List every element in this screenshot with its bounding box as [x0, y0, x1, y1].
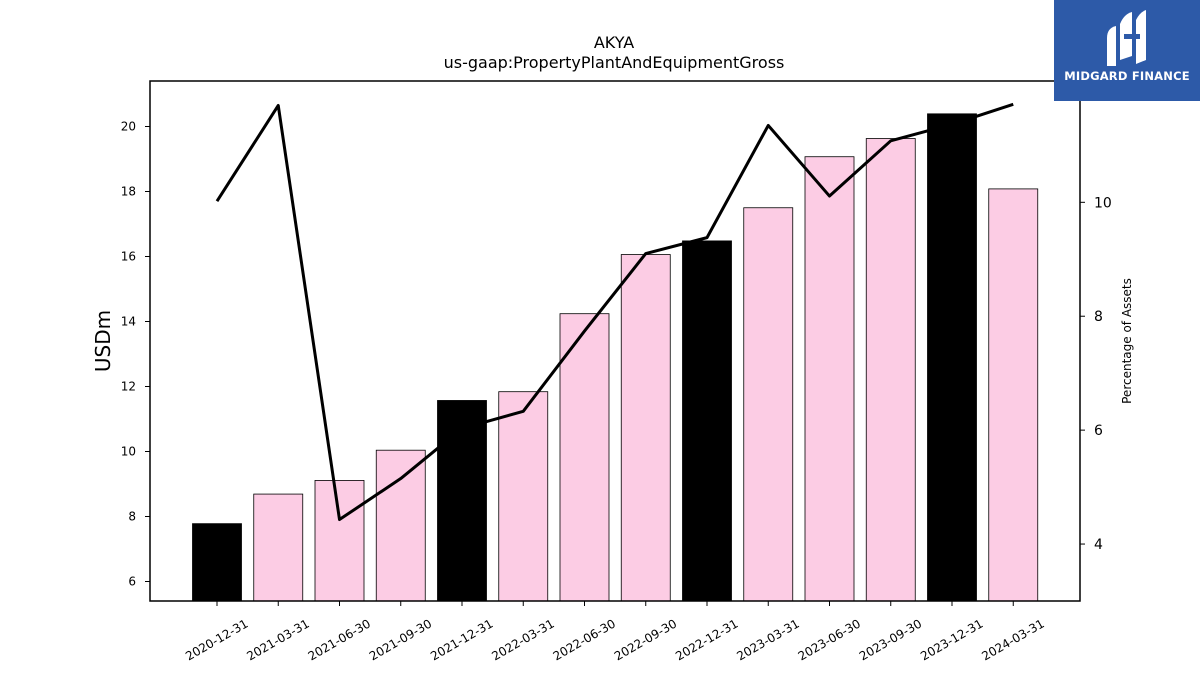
x-tick-label: 2022-12-31	[673, 616, 740, 663]
bar	[988, 188, 1039, 602]
logo-text: MIDGARD FINANCE	[1064, 69, 1190, 83]
bar	[192, 523, 242, 602]
y-axis-label: USDm	[91, 310, 115, 372]
y-tick-label: 10	[121, 445, 136, 459]
percentage-line	[215, 102, 1014, 522]
y-tick-label: 18	[121, 185, 136, 199]
x-tick-label: 2021-09-30	[367, 616, 434, 663]
bar	[927, 113, 977, 602]
y-tick-label: 20	[121, 120, 136, 134]
bar	[437, 400, 487, 602]
x-tick-label: 2020-12-31	[183, 616, 250, 663]
y-tick-label: 8	[128, 510, 136, 524]
x-tick-label: 2021-12-31	[428, 616, 495, 663]
bar	[865, 138, 916, 602]
x-tick-label: 2022-03-31	[489, 616, 556, 663]
x-tick-label: 2023-03-31	[734, 616, 801, 663]
logo: MIDGARD FINANCE	[1054, 0, 1200, 101]
x-tick-label: 2022-06-30	[551, 616, 618, 663]
x-tick-label: 2021-06-30	[306, 616, 373, 663]
bar	[253, 493, 304, 602]
x-tick-label: 2023-12-31	[918, 616, 985, 663]
y2-tick-label: 4	[1094, 537, 1103, 553]
chart-title: AKYA	[594, 33, 634, 52]
y-axis-right: 4 6 8 10	[1080, 195, 1112, 553]
bar	[498, 391, 549, 602]
x-tick-label: 2023-09-30	[857, 616, 924, 663]
x-tick-label: 2021-03-31	[244, 616, 311, 663]
line-series	[215, 102, 1014, 522]
bar	[375, 449, 426, 602]
y2-axis-label: Percentage of Assets	[1120, 278, 1134, 404]
bar	[804, 156, 855, 602]
bar	[559, 313, 610, 602]
bar	[682, 240, 732, 602]
midgard-logo-icon	[1107, 10, 1146, 66]
y2-tick-label: 8	[1094, 309, 1103, 325]
x-axis: 2020-12-312021-03-312021-06-302021-09-30…	[183, 601, 1047, 663]
plot-frame	[149, 80, 1081, 602]
y-tick-label: 6	[128, 575, 136, 589]
y2-tick-label: 6	[1094, 423, 1103, 439]
x-tick-label: 2022-09-30	[612, 616, 679, 663]
y2-tick-label: 10	[1094, 195, 1112, 211]
x-tick-label: 2024-03-31	[979, 616, 1046, 663]
y-tick-label: 16	[121, 250, 136, 264]
bar	[314, 480, 365, 602]
y-tick-label: 12	[121, 380, 136, 394]
x-tick-label: 2023-06-30	[796, 616, 863, 663]
y-axis-left: 6 8 10 12 14 16 18 20	[121, 120, 150, 589]
bar-series	[192, 113, 1039, 602]
bar	[620, 254, 671, 602]
chart-subtitle: us-gaap:PropertyPlantAndEquipmentGross	[444, 53, 785, 72]
y-tick-label: 14	[121, 315, 136, 329]
bar	[743, 207, 794, 602]
